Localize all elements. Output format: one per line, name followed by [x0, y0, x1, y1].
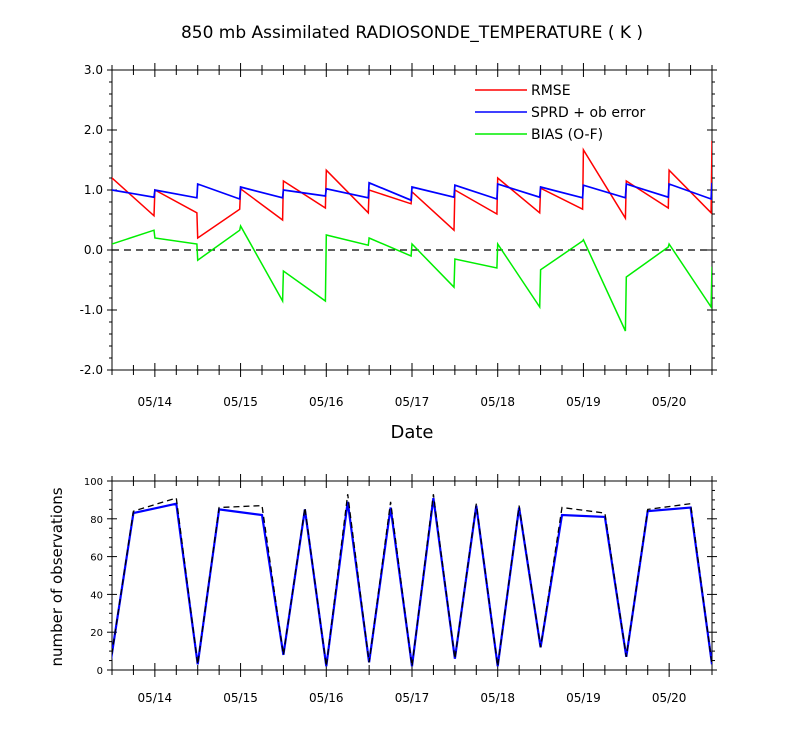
- chart-title: 850 mb Assimilated RADIOSONDE_TEMPERATUR…: [181, 23, 643, 43]
- y-tick-label: 80: [90, 515, 103, 526]
- y-tick-label: 20: [90, 628, 103, 639]
- y-tick-label: 1.0: [84, 183, 103, 197]
- y-tick-label: 0: [97, 666, 103, 677]
- y-tick-label: 60: [90, 553, 103, 564]
- x-tick-label: 05/19: [566, 395, 601, 409]
- x-tick-label: 05/14: [138, 395, 173, 409]
- x-tick-label: 05/17: [395, 395, 430, 409]
- x-tick-label: 05/16: [309, 691, 344, 705]
- x-tick-label: 05/14: [138, 691, 173, 705]
- y-tick-label: 2.0: [84, 123, 103, 137]
- bottom-plot-area: 0 20 40 60 80 100 05/14 05/15 05/16 05/17 05/18 05/…: [84, 474, 717, 705]
- legend-label-sprd: SPRD + ob error: [531, 105, 646, 121]
- x-tick-label: 05/18: [480, 395, 515, 409]
- x-tick-label: 05/20: [652, 395, 687, 409]
- x-axis-title: Date: [390, 422, 433, 443]
- x-tick-label: 05/17: [395, 691, 430, 705]
- x-tick-label: 05/16: [309, 395, 344, 409]
- y-tick-label: -1.0: [80, 303, 103, 317]
- x-tick-label: 05/15: [223, 395, 258, 409]
- y-tick-label: 100: [84, 477, 103, 488]
- legend-label-bias: BIAS (O-F): [531, 127, 603, 143]
- y-tick-label: 3.0: [84, 63, 103, 77]
- x-tick-label: 05/15: [223, 691, 258, 705]
- y-tick-label: 0.0: [84, 243, 103, 257]
- series-line-bias-o-f-: [112, 223, 712, 332]
- y-tick-label: -2.0: [80, 363, 103, 377]
- top-plot-area: -2.0 -1.0 0.0 1.0 2.0 3.0 05/14 05/15 05/16 05/17…: [80, 63, 717, 409]
- legend-label-rmse: RMSE: [531, 83, 571, 99]
- series-line-rmse: [112, 140, 712, 240]
- y-tick-label: 40: [90, 590, 103, 601]
- series-line-sprd-ob-error: [112, 181, 712, 202]
- plot-frame: [111, 480, 713, 671]
- x-tick-label: 05/19: [566, 691, 601, 705]
- legend: RMSE SPRD + ob error BIAS (O-F): [475, 83, 646, 143]
- y-axis-title-observations: number of observations: [48, 487, 66, 666]
- x-tick-label: 05/20: [652, 691, 687, 705]
- x-tick-label: 05/18: [480, 691, 515, 705]
- series-line-total: [112, 494, 712, 667]
